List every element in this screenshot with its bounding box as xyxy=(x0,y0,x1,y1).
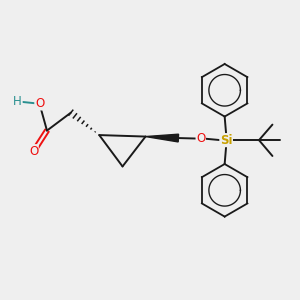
Polygon shape xyxy=(146,134,178,142)
Text: O: O xyxy=(29,145,38,158)
Text: O: O xyxy=(196,132,206,145)
Text: O: O xyxy=(35,97,44,110)
Text: Si: Si xyxy=(220,134,233,147)
Text: H: H xyxy=(13,95,22,108)
